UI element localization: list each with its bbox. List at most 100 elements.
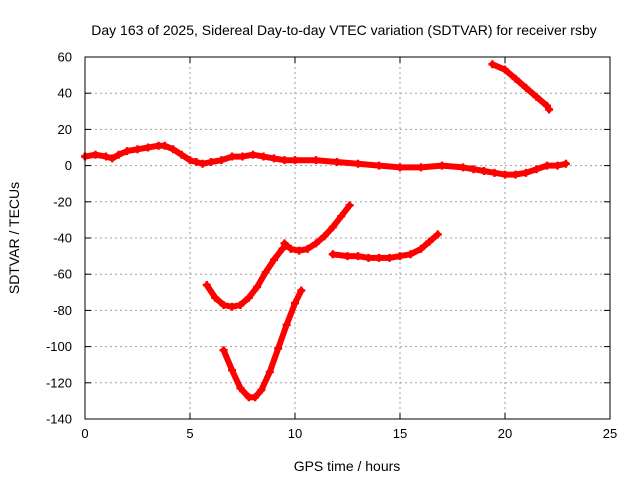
data-point [501,65,509,74]
data-point [123,147,131,156]
data-point [406,250,415,259]
data-point [343,252,352,261]
data-point [228,302,236,311]
data-point [522,168,530,177]
y-tick-label: 60 [58,50,72,65]
data-point [114,150,123,159]
data-point [108,154,117,163]
y-tick-label: -20 [53,194,72,209]
y-tick-label: -60 [53,267,72,282]
series-group [81,60,570,402]
data-point [249,150,257,159]
data-point [328,223,337,232]
data-point [133,145,142,154]
data-point [545,105,554,114]
data-point [375,161,383,170]
grid [85,57,610,419]
data-point [501,170,509,179]
data-point [303,244,312,253]
data-point [561,159,570,168]
data-point [236,300,245,309]
data-point [522,83,530,92]
data-point [257,386,266,395]
series-line-arc-top-right [489,61,553,113]
data-point [265,367,274,376]
data-point [396,163,404,172]
data-point [532,165,541,174]
series-line-arc-a [203,245,286,310]
x-tick-label: 10 [288,426,302,441]
x-tick-label: 20 [498,426,512,441]
y-tick-label: -40 [53,231,72,246]
data-point [144,143,152,152]
data-point [297,286,306,295]
x-tick-label: 15 [393,426,407,441]
data-point [295,246,304,255]
data-point [228,366,236,375]
data-point [102,152,110,161]
y-tick-label: -120 [46,375,72,390]
data-point [469,165,478,174]
y-tick-label: -140 [46,412,72,427]
data-point [291,156,299,165]
data-point [364,253,373,262]
y-tick-label: 20 [58,122,72,137]
x-tick-label: 5 [186,426,193,441]
data-point [207,157,215,166]
y-tick-label: -80 [53,303,72,318]
y-tick-label: -100 [46,339,72,354]
data-point [236,384,245,393]
data-point [385,253,394,262]
data-point [261,268,270,277]
x-tick-label: 25 [603,426,617,441]
data-point [274,344,283,353]
data-point [251,393,260,402]
data-point [354,252,362,261]
data-point [532,92,541,101]
data-point [219,300,228,309]
data-point [328,250,337,259]
data-point [186,156,194,165]
data-point [433,230,442,239]
data-point [91,150,100,159]
data-point [228,152,236,161]
data-point [480,167,488,176]
data-point [291,299,299,308]
data-point [278,244,287,253]
x-tick-label: 0 [81,426,88,441]
data-point [219,346,228,355]
data-point [438,161,446,170]
data-point [459,163,467,172]
data-point [354,159,362,168]
data-point [259,152,268,161]
data-point [280,239,289,248]
ticks: 0 5 10 15 20 25 -140 -120 -100 -80 -60 -40 -20 0 20 40 6… [46,50,617,442]
data-point [396,252,404,261]
chart-title: Day 163 of 2025, Sidereal Day-to-day VTE… [91,22,597,38]
data-point [192,157,201,166]
data-point [244,293,253,302]
data-point [375,253,383,262]
data-point [417,163,425,172]
data-point [270,154,278,163]
data-point [553,161,562,170]
data-point [425,237,434,246]
data-point [312,156,320,165]
y-tick-label: 40 [58,86,72,101]
data-point [543,161,551,170]
data-point [217,156,226,165]
data-point [333,157,341,166]
data-point [253,282,262,291]
data-point [417,244,425,253]
y-axis-label: SDTVAR / TECUs [6,182,22,294]
x-axis-label: GPS time / hours [294,458,401,474]
data-point [345,201,354,210]
data-point [286,244,295,253]
data-point [312,239,320,248]
data-point [280,156,289,165]
data-point [238,152,247,161]
plot-frame [84,56,611,420]
data-point [160,141,169,150]
data-point [198,159,207,168]
